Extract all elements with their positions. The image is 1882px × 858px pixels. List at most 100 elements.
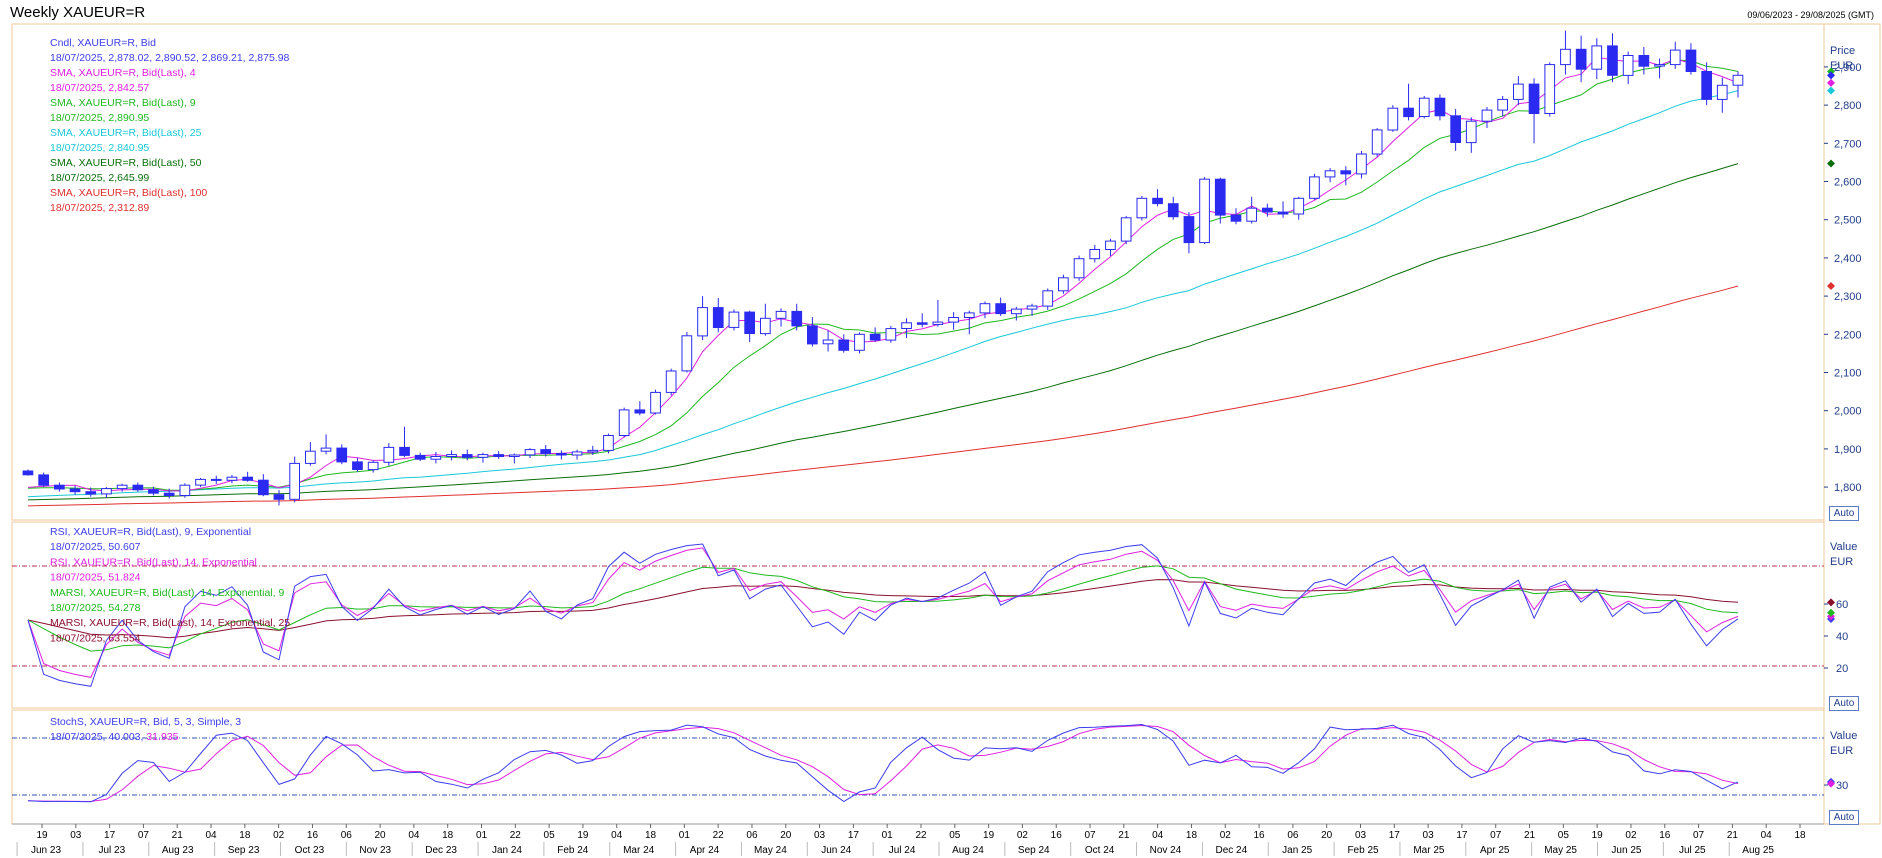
candle (477, 454, 489, 458)
candle (116, 484, 128, 490)
x-tick-label: 20 (1321, 830, 1333, 841)
y-tick-label: 60 (1836, 599, 1848, 611)
candle (1136, 197, 1148, 219)
price-axis-title: Price (1830, 45, 1855, 57)
month-label: Oct 23 (295, 845, 325, 856)
sma-100-marker (1827, 282, 1835, 291)
candle (1246, 207, 1258, 222)
candle (681, 335, 693, 372)
candle (1073, 258, 1085, 279)
month-label: Sep 23 (228, 845, 260, 856)
price-axis-unit: EUR (1830, 60, 1853, 72)
rsi-lines (27, 543, 1739, 687)
candle (1011, 308, 1022, 315)
candle (1026, 305, 1038, 310)
candle (995, 303, 1006, 315)
price-legend: Cndl, XAUEUR=R, Bid 18/07/2025, 2,878.02,… (50, 37, 290, 214)
legend-entry: 18/07/2025, 2,312.89 (50, 202, 149, 214)
candle (148, 489, 159, 494)
sma-25-marker (1827, 86, 1835, 95)
candle (1340, 170, 1352, 175)
x-tick-label: 04 (408, 830, 420, 841)
candle (1356, 153, 1367, 175)
candle (932, 321, 944, 325)
candle (1481, 109, 1493, 122)
candle (838, 339, 850, 351)
x-tick-label: 04 (205, 830, 217, 841)
x-tick-label: 17 (1456, 830, 1468, 841)
x-tick-label: 05 (1558, 830, 1570, 841)
x-tick-label: 07 (1490, 830, 1502, 841)
y-tick-label: 1,800 (1834, 482, 1862, 494)
x-tick-label: 22 (713, 830, 725, 841)
candle (273, 494, 285, 500)
marsi-9-marker (1827, 608, 1835, 617)
x-tick-label: 02 (273, 830, 285, 841)
candle (916, 322, 928, 325)
candle (885, 328, 897, 341)
x-tick-label: 22 (915, 830, 927, 841)
sma-4-line (27, 56, 1739, 492)
candle (1418, 97, 1430, 117)
candle (807, 325, 818, 345)
x-tick-label: 02 (1220, 830, 1232, 841)
x-tick-label: 17 (104, 830, 116, 841)
moving-average-lines (27, 56, 1739, 507)
legend-entry: 18/07/2025, 50.607 (50, 541, 141, 553)
candle (1638, 55, 1650, 67)
candlestick-series (22, 30, 1744, 506)
candle (979, 303, 991, 314)
month-label: Aug 24 (952, 845, 984, 856)
candle (1262, 207, 1273, 213)
candle (305, 450, 316, 464)
candle (901, 322, 912, 329)
price-auto-button[interactable]: Auto (1829, 506, 1859, 521)
legend-entry: 18/07/2025, 51.824 (50, 572, 141, 584)
stoch-d-marker (1827, 779, 1835, 788)
x-tick-label: 19 (1592, 830, 1604, 841)
y-tick-label: 2,100 (1834, 367, 1862, 379)
x-tick-label: 07 (138, 830, 150, 841)
legend-entry: 18/07/2025, 2,890.95 (50, 112, 149, 124)
stoch-auto-button[interactable]: Auto (1829, 810, 1859, 825)
candle (1732, 74, 1744, 86)
candle (195, 478, 206, 486)
candle (258, 479, 269, 496)
candle (226, 476, 238, 481)
sma-50-marker (1827, 159, 1835, 168)
stoch-y-axis: 30 (1824, 780, 1848, 792)
candle (556, 453, 567, 456)
rsi-panel[interactable] (11, 521, 1825, 709)
x-tick-label: 16 (1254, 830, 1266, 841)
sma-50-line (27, 163, 1739, 501)
x-tick-label: 04 (1152, 830, 1164, 841)
x-tick-label: 01 (882, 830, 894, 841)
y-tick-label: 2,400 (1834, 253, 1862, 265)
candle (163, 492, 175, 497)
candle (414, 454, 426, 460)
month-label: Sep 24 (1018, 845, 1050, 856)
legend-entry: StochS, XAUEUR=R, Bid, 5, 3, Simple, 3 (50, 716, 241, 728)
marsi-25-marker (1827, 598, 1835, 607)
legend-entry: 18/07/2025, 2,645.99 (50, 172, 149, 184)
month-label: Feb 25 (1347, 845, 1379, 856)
x-tick-label: 20 (375, 830, 387, 841)
rsi-auto-button[interactable]: Auto (1829, 696, 1859, 711)
candle (1591, 45, 1603, 70)
x-tick-label: 05 (949, 830, 961, 841)
x-tick-label: 01 (679, 830, 691, 841)
candle (1152, 197, 1163, 205)
month-label: Apr 25 (1480, 845, 1510, 856)
x-tick-label: 06 (746, 830, 758, 841)
rsi-axis-unit: EUR (1830, 556, 1853, 568)
month-label: Feb 24 (557, 845, 589, 856)
candle (22, 470, 34, 476)
sma-25-line (27, 90, 1739, 498)
candle (665, 370, 677, 393)
rsi-legend: RSI, XAUEUR=R, Bid(Last), 9, Exponential… (50, 526, 290, 644)
y-tick-label: 2,700 (1834, 138, 1862, 150)
candle (461, 454, 473, 458)
candle (728, 311, 740, 328)
candle (1403, 107, 1414, 118)
